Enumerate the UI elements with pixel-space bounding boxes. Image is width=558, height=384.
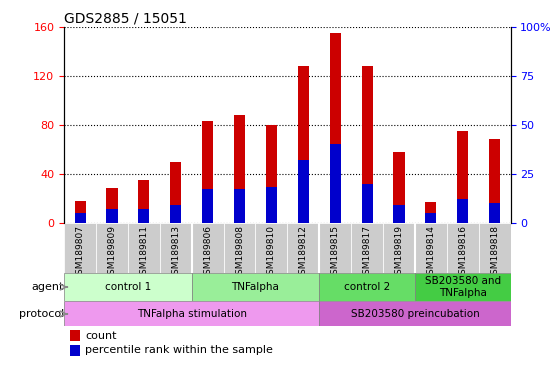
Text: GSM189806: GSM189806 <box>203 225 212 280</box>
Bar <box>457 131 468 223</box>
Bar <box>234 115 245 223</box>
Bar <box>192 223 224 273</box>
Bar <box>298 160 309 223</box>
Bar <box>256 223 287 273</box>
Bar <box>96 223 128 273</box>
Bar <box>202 121 213 223</box>
Text: GSM189811: GSM189811 <box>140 225 148 280</box>
Bar <box>160 223 192 273</box>
Bar <box>383 223 415 273</box>
Bar <box>64 223 96 273</box>
Bar <box>415 223 447 273</box>
Text: GDS2885 / 15051: GDS2885 / 15051 <box>64 12 187 26</box>
Text: GSM189818: GSM189818 <box>490 225 499 280</box>
Bar <box>489 203 500 223</box>
Text: agent: agent <box>32 282 64 292</box>
Bar <box>64 301 319 326</box>
Text: percentile rank within the sample: percentile rank within the sample <box>85 345 273 355</box>
Bar <box>457 199 468 223</box>
Text: control 2: control 2 <box>344 282 390 292</box>
Bar <box>64 273 192 301</box>
Bar <box>170 205 181 223</box>
Text: count: count <box>85 331 117 341</box>
Bar <box>298 66 309 223</box>
Text: GSM189814: GSM189814 <box>426 225 435 280</box>
Text: TNFalpha stimulation: TNFalpha stimulation <box>137 309 247 319</box>
Bar <box>287 223 319 273</box>
Bar <box>393 152 405 223</box>
Bar <box>330 144 341 223</box>
Text: GSM189817: GSM189817 <box>363 225 372 280</box>
Bar <box>489 139 500 223</box>
Bar <box>107 209 118 223</box>
Bar <box>447 223 479 273</box>
Bar <box>202 189 213 223</box>
Text: GSM189808: GSM189808 <box>235 225 244 280</box>
Bar <box>224 223 256 273</box>
Bar <box>138 209 150 223</box>
Text: GSM189816: GSM189816 <box>458 225 467 280</box>
Text: GSM189807: GSM189807 <box>76 225 85 280</box>
Bar <box>479 223 511 273</box>
Bar <box>107 189 118 223</box>
Bar <box>330 33 341 223</box>
Bar <box>362 184 373 223</box>
Text: TNFalpha: TNFalpha <box>232 282 280 292</box>
Text: GSM189812: GSM189812 <box>299 225 308 280</box>
Text: GSM189809: GSM189809 <box>108 225 117 280</box>
Text: SB203580 and
TNFalpha: SB203580 and TNFalpha <box>425 276 501 298</box>
Bar <box>75 213 86 223</box>
Bar <box>362 66 373 223</box>
Bar <box>234 189 245 223</box>
Bar <box>170 162 181 223</box>
Bar <box>425 213 436 223</box>
Text: control 1: control 1 <box>105 282 151 292</box>
Text: GSM189813: GSM189813 <box>171 225 180 280</box>
Text: GSM189815: GSM189815 <box>331 225 340 280</box>
Bar <box>192 273 319 301</box>
Bar <box>128 223 160 273</box>
Bar <box>351 223 383 273</box>
Text: protocol: protocol <box>19 309 64 319</box>
Text: SB203580 preincubation: SB203580 preincubation <box>350 309 479 319</box>
Bar <box>415 273 511 301</box>
Bar <box>393 205 405 223</box>
Bar <box>425 202 436 223</box>
Bar <box>266 125 277 223</box>
Bar <box>319 273 415 301</box>
Bar <box>319 223 351 273</box>
Text: GSM189810: GSM189810 <box>267 225 276 280</box>
Bar <box>319 301 511 326</box>
Bar <box>75 201 86 223</box>
Bar <box>138 180 150 223</box>
Text: GSM189819: GSM189819 <box>395 225 403 280</box>
Bar <box>266 187 277 223</box>
